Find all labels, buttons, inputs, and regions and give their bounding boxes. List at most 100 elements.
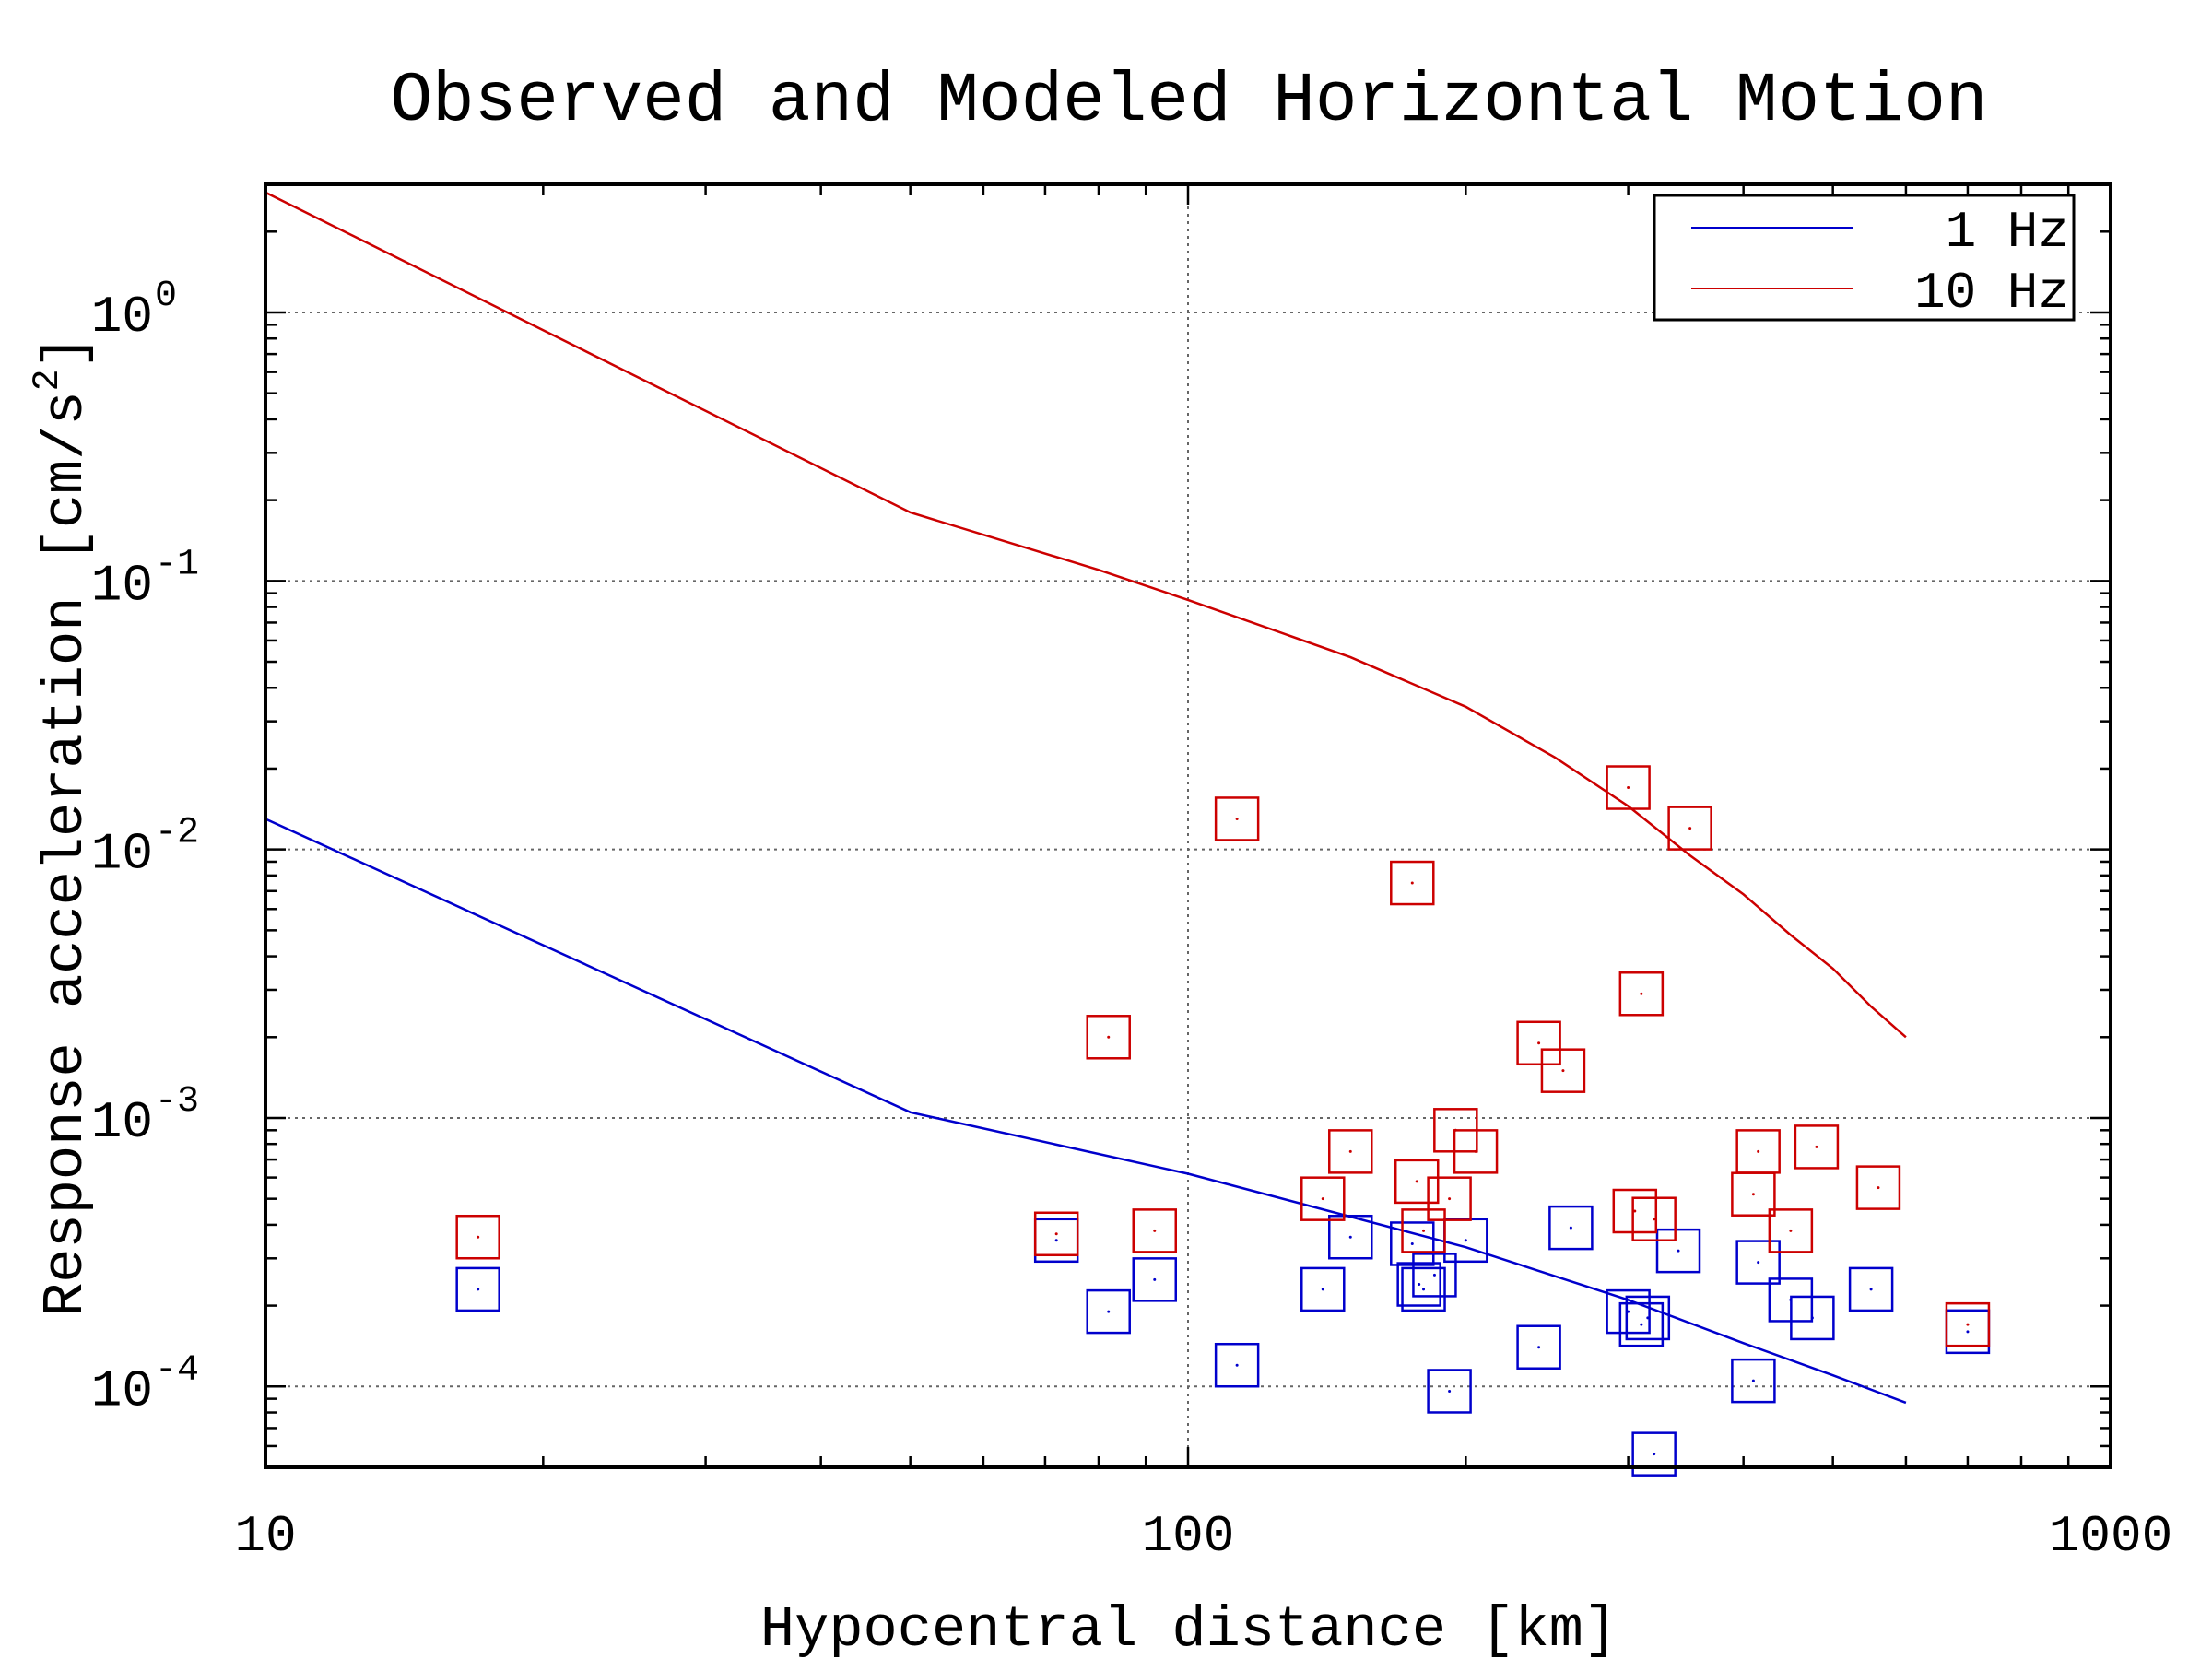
marker-dot-series3-22 [1789,1229,1793,1232]
marker-dot-series2-25 [1966,1330,1970,1334]
marker-series2-5 [1300,1266,1346,1312]
marker-dot-series3-9 [1422,1229,1426,1232]
marker-series3-7 [1390,860,1435,906]
y-tick-label-0: 10 [91,288,153,347]
y-tick-label-4: 10 [91,1361,153,1420]
marker-dot-series2-20 [1751,1379,1755,1382]
marker-series2-8 [1396,1262,1441,1307]
legend-box [1653,194,2076,322]
y-axis-label-main: Response acceleration [cm/s [33,391,99,1317]
marker-series2-18 [1631,1431,1677,1477]
marker-series3-16 [1612,1188,1658,1234]
plot-area [264,182,2112,1477]
marker-dot-series2-17 [1646,1316,1650,1320]
x-tick-label-2: 1000 [2049,1507,2172,1566]
marker-dot-series2-4 [1235,1363,1239,1367]
marker-dot-series2-8 [1418,1283,1421,1287]
marker-series2-15 [1606,1288,1651,1335]
marker-dot-series3-16 [1633,1209,1637,1213]
marker-dot-series2-13 [1537,1346,1541,1349]
marker-series3-8 [1394,1159,1440,1205]
marker-series3-3 [1132,1208,1178,1253]
marker-series2-0 [455,1266,500,1312]
marker-dot-series3-19 [1688,827,1692,830]
marker-series2-2 [1086,1288,1131,1335]
marker-dot-series3-4 [1235,817,1239,820]
marker-dot-series3-0 [477,1235,480,1239]
marker-dot-series3-23 [1815,1145,1818,1148]
marker-series3-13 [1516,1020,1561,1066]
model-lines [265,191,1907,1405]
marker-series3-15 [1606,765,1651,810]
marker-dot-series3-6 [1348,1149,1352,1153]
y-tick-label-exp-4: -4 [155,1349,199,1391]
y-tick-label-exp-0: 0 [155,276,177,317]
marker-dot-series3-13 [1537,1041,1541,1045]
marker-series3-18 [1631,1196,1677,1241]
y-tick-label-1: 10 [91,556,153,615]
marker-series3-0 [455,1214,500,1260]
x-axis-label: Hypocentral distance [km] [760,1597,1618,1659]
y-tick-label-exp-1: -1 [155,544,199,585]
marker-dot-series2-23 [1810,1316,1814,1320]
marker-dot-series3-21 [1757,1149,1760,1153]
marker-series2-20 [1731,1358,1776,1404]
marker-dot-series2-21 [1757,1261,1760,1265]
marker-dot-series2-3 [1153,1277,1157,1281]
marker-series2-16 [1618,1301,1665,1347]
marker-dot-series3-14 [1561,1069,1565,1073]
marker-dot-series3-8 [1415,1180,1418,1183]
chart-title: Observed and Modeled Horizontal Motion [390,62,1987,141]
marker-series3-23 [1794,1124,1840,1170]
marker-dot-series2-2 [1107,1310,1111,1313]
marker-dot-series3-17 [1640,992,1643,995]
marker-dot-series3-10 [1448,1197,1452,1201]
marker-series2-4 [1214,1342,1260,1388]
marker-series3-14 [1540,1048,1586,1093]
marker-series3-25 [1945,1301,1991,1347]
y-axis-label-close: ] [33,335,99,369]
marker-series2-13 [1516,1324,1561,1370]
marker-series3-10 [1427,1176,1472,1221]
marker-dot-series3-3 [1153,1229,1157,1232]
marker-dot-series3-25 [1966,1323,1970,1326]
marker-series2-23 [1790,1295,1835,1341]
y-tick-label-2: 10 [91,825,153,884]
observed-markers [455,765,1991,1477]
marker-dot-series3-20 [1751,1193,1755,1196]
marker-series3-19 [1667,806,1712,851]
marker-series3-24 [1855,1165,1901,1210]
marker-dot-series2-11 [1448,1389,1452,1393]
x-tick-label-1: 100 [1142,1507,1235,1566]
marker-series3-21 [1735,1129,1781,1174]
marker-series2-9 [1401,1266,1446,1312]
marker-series3-9 [1401,1208,1446,1253]
series-line-0 [265,818,1907,1405]
marker-dot-series2-24 [1869,1288,1873,1291]
marker-series3-6 [1328,1129,1373,1174]
marker-series3-12 [1453,1129,1499,1174]
marker-series2-21 [1735,1240,1781,1285]
marker-series2-11 [1427,1369,1472,1414]
marker-dot-series2-1 [1054,1239,1058,1242]
y-tick-label-exp-3: -3 [155,1081,199,1123]
marker-dot-series2-0 [477,1288,480,1291]
series-line-1 [265,191,1907,1039]
plot-frame [264,182,2112,1469]
marker-dot-series2-6 [1348,1235,1352,1239]
marker-dot-series2-18 [1653,1453,1656,1456]
marker-dot-series3-18 [1653,1218,1656,1221]
x-tick-labels: 10 100 1000 [234,1507,2172,1566]
marker-dot-series3-1 [1054,1232,1058,1236]
marker-series3-17 [1618,971,1665,1017]
marker-series3-1 [1033,1211,1079,1257]
marker-dot-series3-15 [1627,786,1630,790]
marker-series2-6 [1328,1214,1373,1260]
marker-dot-series2-9 [1422,1288,1426,1291]
marker-series3-22 [1768,1208,1814,1253]
marker-dot-series3-24 [1877,1186,1880,1190]
marker-dot-series2-14 [1569,1226,1572,1230]
marker-series2-14 [1548,1205,1594,1251]
grid-lines [265,184,2111,1467]
